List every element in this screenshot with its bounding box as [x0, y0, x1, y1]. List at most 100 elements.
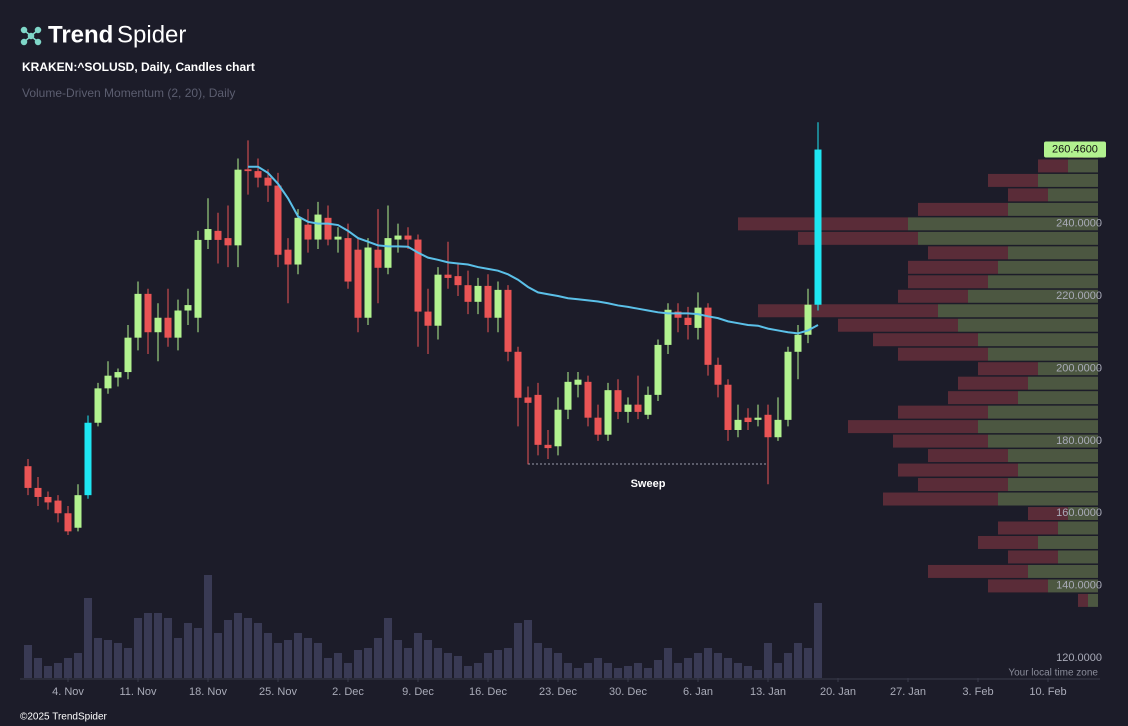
brand-b: Spider [117, 21, 186, 48]
profile-sell [918, 478, 1008, 492]
candle-body [424, 311, 432, 326]
candle-body [404, 235, 412, 240]
volume-bar [794, 643, 802, 678]
profile-sell [758, 304, 938, 318]
volume-bar [64, 658, 72, 678]
candle-body [634, 404, 642, 412]
candle-body [664, 309, 672, 345]
x-tick-label: 6. Jan [683, 686, 713, 698]
volume-bar [294, 633, 302, 678]
profile-sell [1078, 593, 1088, 607]
candle-body [394, 235, 402, 240]
candle-body [614, 390, 622, 412]
candle-body [774, 419, 782, 438]
candle-body [604, 390, 612, 435]
volume-bar [694, 653, 702, 678]
candle-body [144, 293, 152, 333]
candle-body [474, 285, 482, 302]
volume-bar [544, 648, 552, 678]
profile-buy [988, 275, 1098, 289]
profile-buy [1048, 579, 1098, 593]
volume-bar [604, 663, 612, 678]
x-tick-label: 9. Dec [402, 686, 434, 698]
profile-sell [738, 217, 908, 231]
volume-bar [134, 618, 142, 678]
volume-bar [304, 638, 312, 678]
y-tick-label: 160.0000 [1056, 507, 1102, 519]
y-tick-label: 240.0000 [1056, 218, 1102, 230]
profile-buy [1018, 391, 1098, 405]
candle-body [584, 381, 592, 418]
candle-body [184, 305, 192, 311]
candle-body [734, 419, 742, 430]
volume-bar [404, 648, 412, 678]
profile-buy [1068, 507, 1098, 521]
x-tick-label: 27. Jan [890, 686, 926, 698]
volume-bar [494, 650, 502, 678]
profile-sell [928, 564, 1028, 578]
volume-bar [454, 656, 462, 678]
candle-body [64, 513, 72, 532]
candle-body [324, 217, 332, 240]
profile-buy [998, 492, 1098, 506]
candle-body [354, 249, 362, 318]
y-tick-label: 140.0000 [1056, 580, 1102, 592]
volume-bar [384, 618, 392, 678]
profile-sell [898, 289, 968, 303]
candle-body [534, 394, 542, 445]
x-tick-label: 23. Dec [539, 686, 577, 698]
candle-body [594, 417, 602, 435]
candle-body [34, 487, 42, 497]
volume-bar [34, 658, 42, 678]
candle-body [454, 276, 462, 286]
volume-bar [364, 648, 372, 678]
profile-sell [998, 521, 1058, 535]
volume-bar [124, 648, 132, 678]
candle-body [174, 310, 182, 338]
volume-bar [684, 658, 692, 678]
volume-bar [464, 666, 472, 678]
candle-body [764, 414, 772, 438]
candle-body [274, 185, 282, 255]
profile-buy [988, 347, 1098, 361]
x-tick-label: 4. Nov [52, 686, 84, 698]
candle-body [204, 229, 212, 240]
x-tick-label: 25. Nov [259, 686, 297, 698]
candle-body [54, 500, 62, 514]
volume-bar [254, 623, 262, 678]
candle-body [574, 379, 582, 385]
x-tick-label: 20. Jan [820, 686, 856, 698]
candle-body [444, 274, 452, 278]
volume-bar [814, 603, 822, 678]
candle-body [784, 351, 792, 420]
profile-buy [988, 434, 1098, 448]
candle-body [224, 238, 232, 246]
candle-body [544, 444, 552, 449]
profile-sell [928, 449, 1008, 463]
volume-bar [484, 653, 492, 678]
candle-body [644, 394, 652, 415]
candle-body [244, 169, 252, 172]
last-price-label: 260.4600 [1052, 143, 1098, 155]
volume-bar [594, 658, 602, 678]
candle-body [754, 417, 762, 420]
profile-buy [938, 304, 1098, 318]
profile-buy [978, 333, 1098, 347]
volume-bar [214, 633, 222, 678]
profile-sell [1008, 550, 1058, 564]
candle-body [314, 214, 322, 240]
timezone-note: Your local time zone [1008, 668, 1098, 679]
profile-buy [1038, 173, 1098, 187]
candle-body [234, 169, 242, 246]
volume-bar [714, 653, 722, 678]
profile-buy [998, 260, 1098, 274]
volume-bar [444, 653, 452, 678]
volume-bar [154, 613, 162, 678]
volume-bar [234, 613, 242, 678]
candle-body [804, 304, 812, 335]
candle-body [654, 344, 662, 395]
candle-body [484, 285, 492, 318]
volume-bar [434, 648, 442, 678]
candle-body [194, 239, 202, 318]
